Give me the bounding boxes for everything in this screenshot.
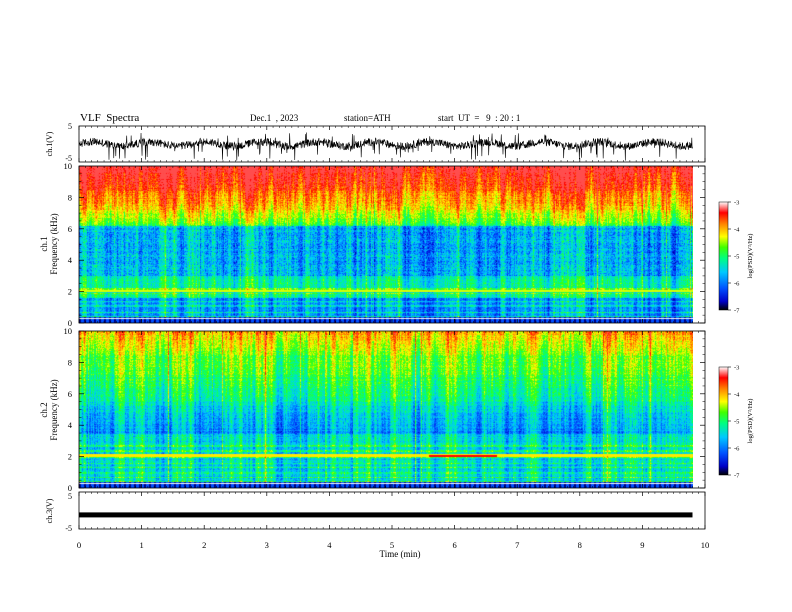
colorbar-tick-label: -7	[734, 473, 740, 480]
y-tick-label: 4	[68, 255, 73, 265]
y-tick-label: 0	[68, 483, 72, 493]
time-axis-label: Time (min)	[380, 549, 421, 559]
x-tick-label: 1	[139, 540, 143, 550]
x-tick-label: 7	[515, 540, 519, 550]
ch1-waveform-ylabel: ch.1(V)	[45, 131, 54, 156]
x-tick-label: 4	[327, 540, 332, 550]
colorbar-tick-label: -6	[734, 446, 740, 453]
ch1-spectrogram-image	[79, 166, 693, 323]
ch1-colorbar-scale	[718, 201, 729, 311]
colorbar-tick-label: -7	[734, 308, 740, 315]
ch1-ytick-bottom: -5	[65, 154, 72, 163]
y-tick-label: 2	[68, 452, 72, 462]
colorbar-tick-label: -4	[734, 392, 740, 399]
ch3-waveform-ylabel: ch.3(V)	[45, 498, 54, 523]
x-tick-label: 0	[77, 540, 81, 550]
colorbar-tick-label: -4	[734, 227, 740, 234]
panel-ch1-spectrogram: 0 2 4 6 8 10 ch.1 Frequency (kHz)	[39, 161, 706, 328]
colorbar-tick-label: -6	[734, 281, 740, 288]
ch1-spectrogram-ylabel-line2: Frequency (kHz)	[49, 213, 59, 274]
x-tick-label: 8	[578, 540, 582, 550]
x-tick-label: 9	[640, 540, 644, 550]
x-tick-label: 2	[202, 540, 206, 550]
ch1-colorbar: -3 -4 -5 -6 -7 log(PSD)(V²/Hz)	[718, 200, 754, 315]
ch1-waveform-trace	[78, 132, 693, 161]
panel-ch2-spectrogram: 0 2 4 6 8 10 ch.2 Frequency (kHz)	[39, 326, 706, 493]
ch2-spectrogram-yticks: 0 2 4 6 8 10	[64, 326, 705, 493]
y-tick-label: 8	[68, 192, 72, 202]
colorbar-tick-label: -5	[734, 254, 739, 261]
ch3-ytick-bottom: -5	[65, 524, 72, 533]
ch1-colorbar-ticks: -3 -4 -5 -6 -7	[728, 200, 740, 315]
ch2-spectrogram-ylabel-line1: ch.2	[39, 402, 49, 417]
y-tick-label: 8	[68, 357, 72, 367]
ch2-colorbar-ticks: -3 -4 -5 -6 -7	[728, 365, 740, 480]
x-tick-label: 5	[390, 540, 394, 550]
ch3-ytick-top: 5	[68, 492, 72, 501]
x-tick-label: 3	[265, 540, 269, 550]
ch1-spectrogram-yticks: 0 2 4 6 8 10	[64, 161, 705, 328]
ch3-waveform-frame	[78, 491, 706, 530]
ch2-colorbar-scale	[718, 366, 729, 476]
y-tick-label: 6	[68, 389, 72, 399]
y-tick-label: 10	[64, 326, 73, 336]
panel-ch3-waveform: 5 -5 ch.3(V) 0 1 2 3 4 5 6 7 8 9 10 Time (min)	[45, 126, 709, 559]
colorbar-tick-label: -5	[734, 419, 739, 426]
ch2-spectrogram-ylabel-line2: Frequency (kHz)	[49, 379, 59, 440]
date-label: Dec.1 , 2023	[250, 113, 299, 123]
ch3-waveform-trace	[79, 512, 693, 518]
y-tick-label: 10	[64, 161, 73, 171]
ch1-spectrogram-ylabel-line1: ch.1	[39, 236, 49, 251]
ch1-colorbar-label: log(PSD)(V²/Hz)	[747, 234, 754, 279]
figure-title: VLF Spectra	[80, 112, 140, 124]
x-tick-label: 10	[701, 540, 710, 550]
ch1-ytick-top: 5	[68, 122, 72, 131]
y-tick-label: 6	[68, 224, 72, 234]
start-ut-label: start UT = 9 : 20 : 1	[438, 113, 521, 123]
colorbar-tick-label: -3	[734, 365, 739, 372]
panel-ch1-waveform: 5 -5 ch.1(V)	[45, 122, 706, 163]
colorbar-tick-label: -3	[734, 200, 739, 207]
ch2-colorbar-label: log(PSD)(V²/Hz)	[747, 399, 754, 444]
y-tick-label: 2	[68, 287, 72, 297]
ch2-colorbar: -3 -4 -5 -6 -7 log(PSD)(V²/Hz)	[718, 365, 754, 480]
time-axis-ticks: 0 1 2 3 4 5 6 7 8 9 10	[77, 126, 709, 550]
y-tick-label: 4	[68, 420, 73, 430]
x-tick-label: 6	[452, 540, 456, 550]
y-tick-label: 0	[68, 318, 72, 328]
station-label: station=ATH	[344, 113, 391, 123]
ch2-spectrogram-image	[79, 331, 693, 488]
